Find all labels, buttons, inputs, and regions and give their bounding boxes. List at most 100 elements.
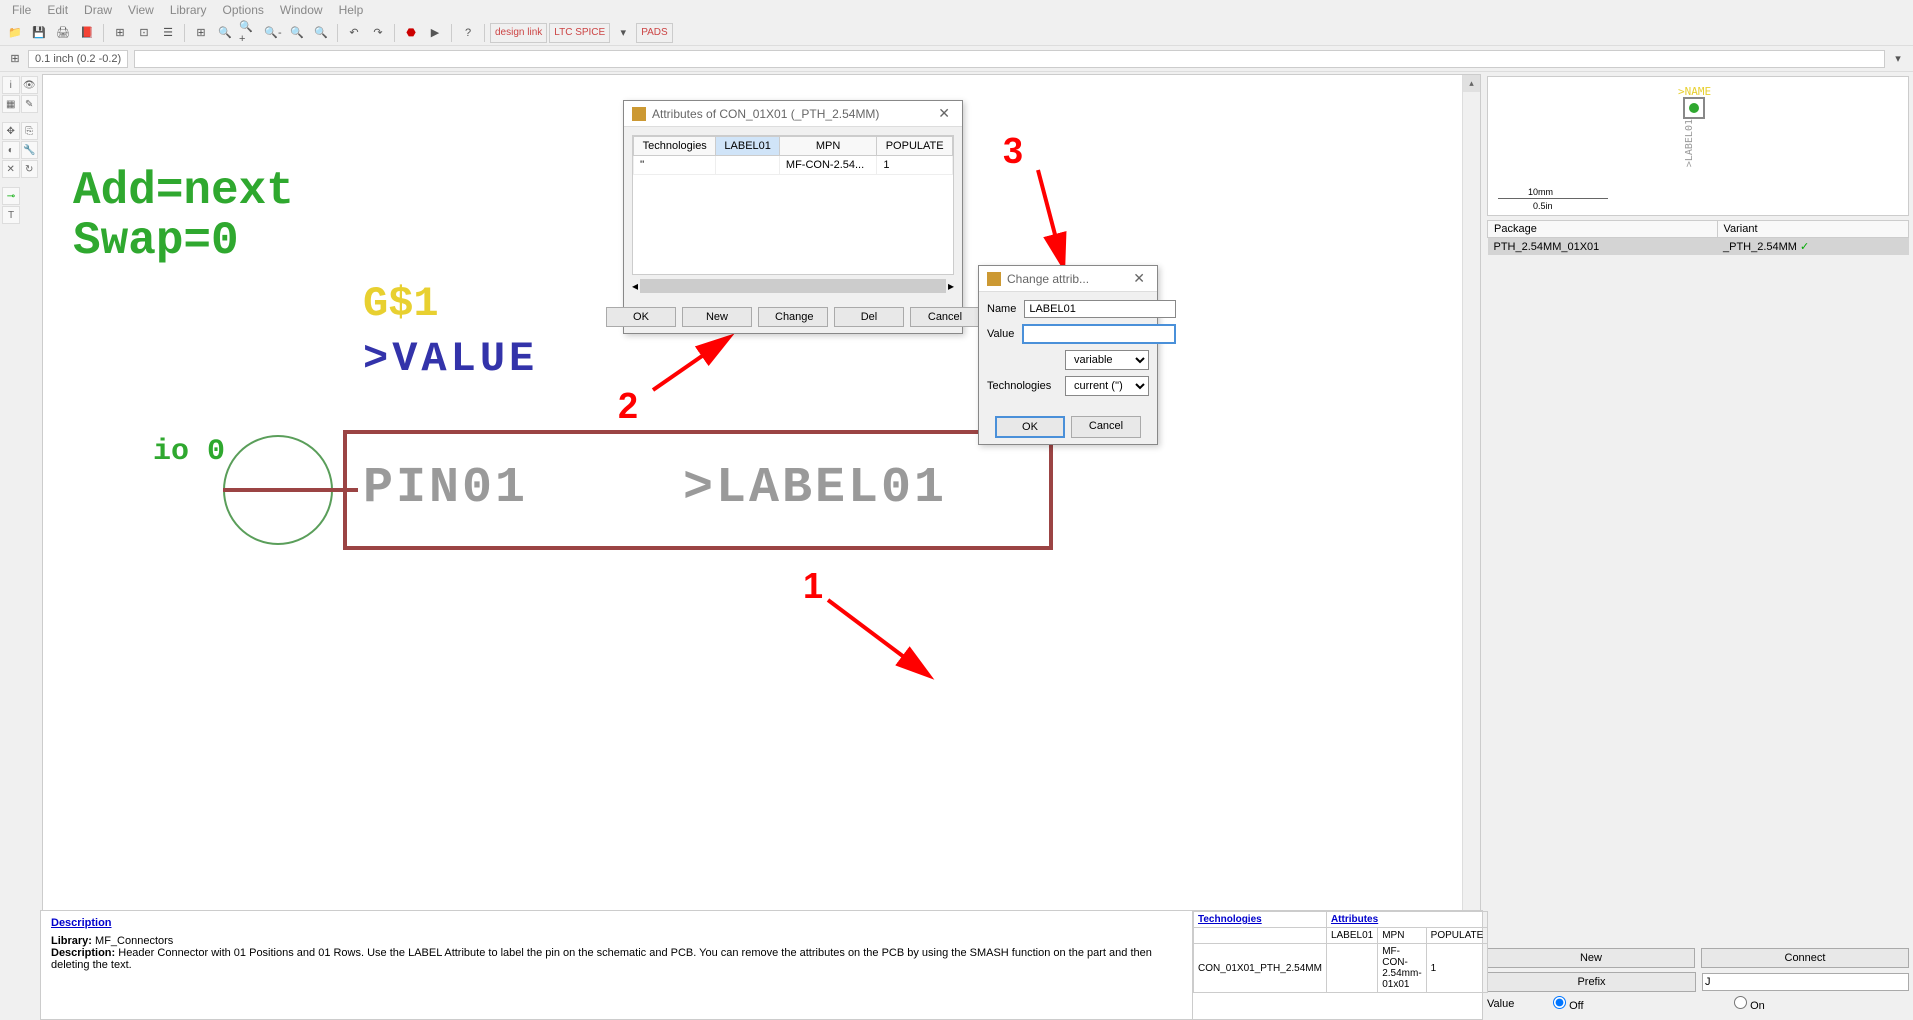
prefix-input[interactable] — [1702, 973, 1909, 991]
print-icon[interactable]: 🖨 — [52, 22, 74, 44]
pkg-row[interactable]: PTH_2.54MM_01X01_PTH_2.54MM ✓ — [1488, 238, 1909, 256]
name-input[interactable] — [1024, 300, 1176, 318]
value-on-radio[interactable]: On — [1734, 996, 1909, 1012]
attrs-link[interactable]: Attributes — [1326, 912, 1487, 928]
attr-ok-button[interactable]: OK — [606, 307, 676, 327]
menu-draw[interactable]: Draw — [76, 3, 120, 17]
tech-select[interactable]: current ('') — [1065, 376, 1149, 396]
annotation-2: 2 — [618, 385, 638, 427]
vertical-scrollbar[interactable]: ▴ ▾ — [1462, 75, 1480, 999]
mark-tool-icon[interactable]: ✎ — [21, 95, 39, 113]
attributes-dialog-title: Attributes of CON_01X01 (_PTH_2.54MM) ✕ — [624, 101, 962, 127]
menu-window[interactable]: Window — [272, 3, 331, 17]
sch-icon[interactable]: ⊞ — [109, 22, 131, 44]
move-tool-icon[interactable]: ✥ — [2, 122, 20, 140]
menu-help[interactable]: Help — [331, 3, 372, 17]
scroll-right-small-icon[interactable]: ▸ — [948, 279, 954, 293]
grid-info: 0.1 inch (0.2 -0.2) — [28, 50, 128, 68]
help-icon[interactable]: ? — [457, 22, 479, 44]
zoom-out-icon[interactable]: 🔍- — [262, 22, 284, 44]
brd-icon[interactable]: ⊡ — [133, 22, 155, 44]
menu-file[interactable]: File — [4, 3, 39, 17]
change-close-icon[interactable]: ✕ — [1129, 270, 1149, 287]
toc-icon[interactable]: ☰ — [157, 22, 179, 44]
change-cancel-button[interactable]: Cancel — [1071, 416, 1141, 438]
attributes-dialog: Attributes of CON_01X01 (_PTH_2.54MM) ✕ … — [623, 100, 963, 334]
description-link[interactable]: Description — [51, 917, 1182, 929]
layer-tool-icon[interactable]: ▦ — [2, 95, 20, 113]
command-input[interactable] — [134, 50, 1885, 68]
scroll-up-icon[interactable]: ▴ — [1463, 75, 1480, 92]
ltc-dropdown-icon[interactable]: ▾ — [612, 22, 634, 44]
delete-tool-icon[interactable]: ✕ — [2, 160, 20, 178]
attr-cell-mpn: MF-CON-2.54... — [779, 156, 876, 175]
tech-cell-1 — [1326, 944, 1377, 993]
library-value: MF_Connectors — [95, 935, 173, 947]
go-icon[interactable]: ▶ — [424, 22, 446, 44]
type-select[interactable]: variable — [1065, 350, 1149, 370]
attr-cell-label — [716, 156, 780, 175]
change-attr-title: Change attrib... ✕ — [979, 266, 1157, 292]
attr-col-populate[interactable]: POPULATE — [877, 137, 953, 156]
mirror-tool-icon[interactable]: ◐ — [2, 141, 20, 159]
change-attr-dialog: Change attrib... ✕ Name Value variable T… — [978, 265, 1158, 445]
pin-tool-icon[interactable]: ⊸ — [2, 187, 20, 205]
pkg-variant: _PTH_2.54MM ✓ — [1717, 238, 1909, 256]
open-icon[interactable]: 📁 — [4, 22, 26, 44]
change-ok-button[interactable]: OK — [995, 416, 1065, 438]
save-icon[interactable]: 💾 — [28, 22, 50, 44]
tech-table: Technologies Attributes LABEL01 MPN POPU… — [1193, 911, 1488, 993]
tool-wrench-icon[interactable]: 🔧 — [21, 141, 39, 159]
tech-link[interactable]: Technologies — [1194, 912, 1327, 928]
scale-bar — [1498, 198, 1608, 199]
attr-cancel-button[interactable]: Cancel — [910, 307, 980, 327]
attr-col-tech[interactable]: Technologies — [634, 137, 716, 156]
attr-new-button[interactable]: New — [682, 307, 752, 327]
grid-icon[interactable]: ⊞ — [190, 22, 212, 44]
zoom-select-icon[interactable]: 🔍 — [310, 22, 332, 44]
menu-library[interactable]: Library — [162, 3, 215, 17]
zoom-fit-icon[interactable]: 🔍 — [214, 22, 236, 44]
zoom-in-icon[interactable]: 🔍+ — [238, 22, 260, 44]
attr-col-mpn[interactable]: MPN — [779, 137, 876, 156]
text-tool-icon[interactable]: T — [2, 206, 20, 224]
tech-row[interactable]: CON_01X01_PTH_2.54MM MF-CON-2.54mm-01x01… — [1194, 944, 1488, 993]
close-icon[interactable]: ✕ — [934, 105, 954, 122]
pkg-col-variant[interactable]: Variant — [1717, 221, 1909, 238]
info-tool-icon[interactable]: i — [2, 76, 20, 94]
pads-button[interactable]: PADS — [636, 23, 673, 43]
schematic-io-text: io 0 — [153, 435, 225, 469]
grid-toggle-icon[interactable]: ⊞ — [4, 48, 26, 70]
value-off-radio[interactable]: Off — [1553, 996, 1728, 1012]
undo-icon[interactable]: ↶ — [343, 22, 365, 44]
show-tool-icon[interactable]: 👁 — [21, 76, 39, 94]
ltc-spice-button[interactable]: LTC SPICE — [549, 23, 610, 43]
stop-icon[interactable]: ⬣ — [400, 22, 422, 44]
desc-label: Description: — [51, 947, 115, 959]
zoom-redraw-icon[interactable]: 🔍 — [286, 22, 308, 44]
annotation-1: 1 — [803, 565, 823, 607]
attr-del-button[interactable]: Del — [834, 307, 904, 327]
scroll-left-small-icon[interactable]: ◂ — [632, 279, 638, 293]
attr-cell-pop: 1 — [877, 156, 953, 175]
canvas[interactable]: Add=next Swap=0 G$1 >VALUE io 0 PIN01 >L… — [42, 74, 1481, 1018]
rotate-tool-icon[interactable]: ↻ — [21, 160, 39, 178]
value-input[interactable] — [1022, 324, 1176, 344]
menu-edit[interactable]: Edit — [39, 3, 76, 17]
attr-change-button[interactable]: Change — [758, 307, 828, 327]
attr-row[interactable]: '' MF-CON-2.54... 1 — [634, 156, 953, 175]
menu-options[interactable]: Options — [215, 3, 272, 17]
prefix-button[interactable]: Prefix — [1487, 972, 1696, 992]
book-icon[interactable]: 📕 — [76, 22, 98, 44]
design-link-button[interactable]: design link — [490, 23, 547, 43]
connect-button[interactable]: Connect — [1701, 948, 1909, 968]
attr-col-label01[interactable]: LABEL01 — [716, 137, 780, 156]
new-button[interactable]: New — [1487, 948, 1695, 968]
copy-tool-icon[interactable]: ⎘ — [21, 122, 39, 140]
redo-icon[interactable]: ↷ — [367, 22, 389, 44]
pkg-col-package[interactable]: Package — [1488, 221, 1718, 238]
menu-view[interactable]: View — [120, 3, 162, 17]
cmd-dropdown-icon[interactable]: ▾ — [1887, 48, 1909, 70]
pin-line — [223, 488, 358, 492]
pkg-name: PTH_2.54MM_01X01 — [1488, 238, 1718, 256]
